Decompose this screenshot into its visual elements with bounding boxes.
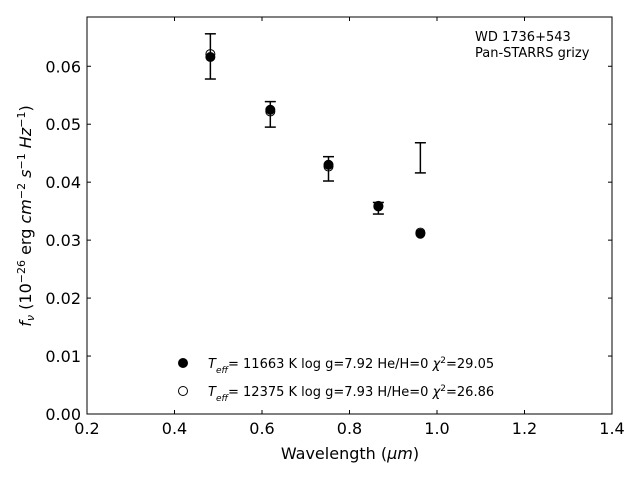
- y-tick-label: 0.01: [45, 347, 81, 366]
- filled-point: [373, 201, 384, 212]
- x-tick-label: 1.2: [512, 419, 537, 438]
- x-axis-label: Wavelength (μm): [281, 444, 419, 463]
- x-axis-label-unit: μm: [386, 444, 413, 463]
- x-tick-label: 0.2: [74, 419, 99, 438]
- filled-point: [323, 159, 334, 170]
- y-label-sexp: −1: [15, 153, 28, 169]
- y-label-hzexp: −1: [15, 112, 28, 128]
- x-tick-label: 1.4: [599, 419, 624, 438]
- x-axis-label-close: ): [413, 444, 419, 463]
- y-label-f: f: [16, 319, 35, 327]
- y-label-cm: cm: [16, 199, 35, 223]
- filled-point: [265, 104, 276, 115]
- y-tick-label: 0.04: [45, 173, 81, 192]
- legend-marker-open: [178, 386, 188, 396]
- observed-errorbars: [204, 33, 426, 215]
- filled-point: [205, 51, 216, 62]
- y-label-exp: −26: [15, 260, 28, 283]
- x-axis-label-main: Wavelength (: [281, 444, 387, 463]
- model-points: [205, 49, 426, 239]
- y-label-cmexp: −2: [15, 183, 28, 199]
- x-tick-label: 0.4: [162, 419, 187, 438]
- legend-entry-1: Teff= 11663 K log g=7.92 He/H=0 χ2=29.05: [208, 356, 494, 376]
- legend: Teff= 11663 K log g=7.92 He/H=0 χ2=29.05…: [178, 356, 494, 404]
- observed-errorbar: [414, 142, 426, 174]
- y-tick-label: 0.03: [45, 231, 81, 250]
- y-axis-ticks: 0.00 0.01 0.02 0.03 0.04 0.05 0.06: [45, 57, 612, 424]
- x-tick-label: 1.0: [424, 419, 449, 438]
- y-tick-label: 0.00: [45, 405, 81, 424]
- x-tick-label: 0.8: [337, 419, 362, 438]
- y-label-nu: ν: [24, 315, 37, 321]
- x-tick-label: 0.6: [249, 419, 274, 438]
- annotation-line-2: Pan-STARRS grizy: [475, 46, 590, 61]
- annotation-line-1: WD 1736+543: [475, 30, 571, 45]
- y-label-close: ): [16, 105, 35, 111]
- y-tick-label: 0.06: [45, 57, 81, 76]
- y-label-open: (10: [16, 283, 35, 315]
- x-axis-ticks: 0.2 0.4 0.6 0.8 1.0 1.2 1.4: [74, 17, 625, 438]
- y-tick-label: 0.02: [45, 289, 81, 308]
- y-axis-label: fν (10−26 erg cm−2 s−1 Hz−1): [15, 105, 38, 326]
- y-label-hz: Hz: [16, 127, 35, 153]
- y-label-s: s: [16, 170, 35, 183]
- filled-point: [415, 228, 426, 239]
- plot-frame: [86, 16, 613, 415]
- legend-entry-2: Teff= 12375 K log g=7.93 H/He=0 χ2=26.86: [208, 384, 494, 404]
- y-label-erg: erg: [16, 224, 35, 260]
- y-tick-label: 0.05: [45, 115, 81, 134]
- legend-marker-filled: [178, 358, 188, 368]
